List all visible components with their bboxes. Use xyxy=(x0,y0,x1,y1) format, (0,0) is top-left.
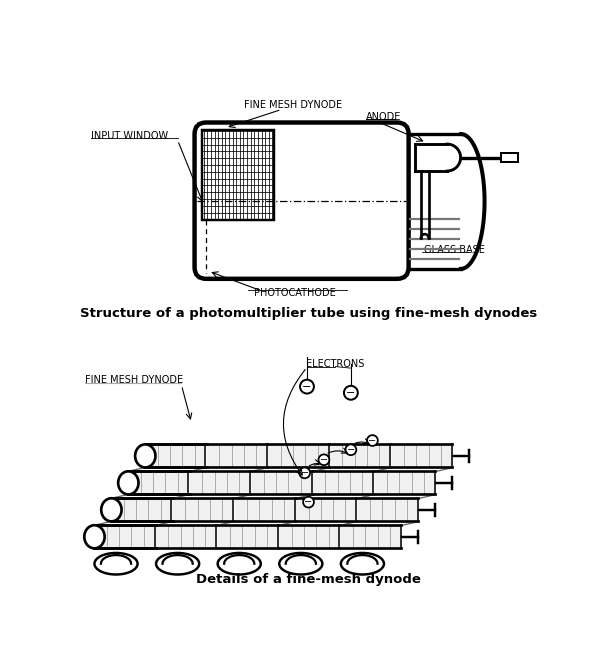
Bar xyxy=(202,130,274,220)
Text: Structure of a photomultiplier tube using fine-mesh dynodes: Structure of a photomultiplier tube usin… xyxy=(80,307,537,320)
Polygon shape xyxy=(279,525,339,548)
Polygon shape xyxy=(269,444,328,468)
Polygon shape xyxy=(207,444,267,468)
Text: −: − xyxy=(302,381,312,391)
Polygon shape xyxy=(341,525,401,548)
Polygon shape xyxy=(145,444,206,468)
Text: −: − xyxy=(347,445,355,455)
Polygon shape xyxy=(358,498,418,521)
Bar xyxy=(501,153,518,162)
Polygon shape xyxy=(252,472,311,494)
Circle shape xyxy=(300,379,314,393)
Ellipse shape xyxy=(94,553,137,574)
Polygon shape xyxy=(190,472,250,494)
Circle shape xyxy=(299,468,310,478)
Polygon shape xyxy=(128,472,188,494)
Circle shape xyxy=(345,444,356,455)
Text: −: − xyxy=(300,468,309,478)
Text: ANODE: ANODE xyxy=(366,112,402,122)
Circle shape xyxy=(319,454,330,465)
Ellipse shape xyxy=(102,498,122,521)
Ellipse shape xyxy=(118,472,139,494)
Text: ELECTRONS: ELECTRONS xyxy=(306,359,365,369)
Text: FINE MESH DYNODE: FINE MESH DYNODE xyxy=(85,375,184,385)
Text: PHOTOCATHODE: PHOTOCATHODE xyxy=(254,289,336,299)
Polygon shape xyxy=(173,498,233,521)
Polygon shape xyxy=(156,525,216,548)
Text: −: − xyxy=(346,388,356,397)
Text: −: − xyxy=(368,436,376,446)
Ellipse shape xyxy=(85,525,105,548)
Polygon shape xyxy=(111,498,171,521)
FancyBboxPatch shape xyxy=(195,122,409,279)
Text: −: − xyxy=(305,497,313,507)
Circle shape xyxy=(344,386,358,399)
Circle shape xyxy=(367,435,378,446)
Polygon shape xyxy=(375,472,435,494)
Polygon shape xyxy=(94,525,154,548)
Text: GLASS BASE: GLASS BASE xyxy=(424,244,485,255)
Text: INPUT WINDOW: INPUT WINDOW xyxy=(91,131,168,140)
Polygon shape xyxy=(313,472,373,494)
Polygon shape xyxy=(218,525,278,548)
Text: Details of a fine-mesh dynode: Details of a fine-mesh dynode xyxy=(196,572,421,586)
Polygon shape xyxy=(235,498,295,521)
Polygon shape xyxy=(392,444,452,468)
Ellipse shape xyxy=(156,553,199,574)
Polygon shape xyxy=(296,498,356,521)
Ellipse shape xyxy=(135,444,156,468)
Ellipse shape xyxy=(341,553,384,574)
Ellipse shape xyxy=(218,553,261,574)
Polygon shape xyxy=(330,444,390,468)
Text: −: − xyxy=(320,455,328,465)
Ellipse shape xyxy=(279,553,322,574)
Circle shape xyxy=(303,497,314,508)
Text: FINE MESH DYNODE: FINE MESH DYNODE xyxy=(244,100,342,110)
